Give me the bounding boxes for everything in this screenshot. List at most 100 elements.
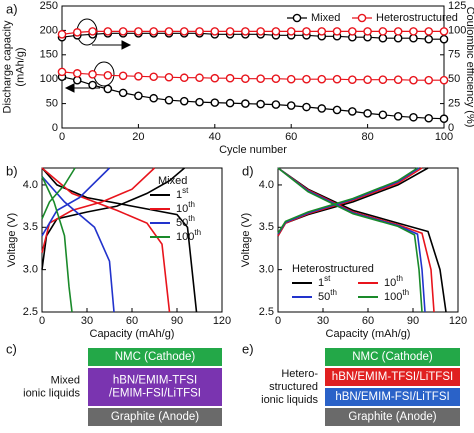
data-point bbox=[57, 67, 67, 77]
x-tick-label: 80 bbox=[361, 131, 373, 143]
x-tick-label: 60 bbox=[362, 315, 374, 327]
y-tick-label: 200 bbox=[40, 24, 58, 36]
data-point bbox=[179, 73, 189, 83]
data-point bbox=[302, 102, 311, 112]
data-point bbox=[271, 74, 281, 84]
data-point bbox=[210, 98, 220, 107]
y-tick-label: 150 bbox=[40, 49, 58, 61]
side-label: Hetero- bbox=[281, 368, 318, 380]
x-tick-label: 60 bbox=[285, 131, 297, 143]
data-point bbox=[72, 75, 82, 85]
side-label: ionic liquids bbox=[23, 387, 80, 399]
y2-tick-label: 125 bbox=[448, 0, 466, 12]
data-point bbox=[409, 27, 418, 36]
series-line bbox=[61, 76, 445, 120]
y2-tick-label: 50 bbox=[448, 73, 460, 85]
layer-label: /EMIM-FSI/LiTFSI bbox=[109, 388, 201, 400]
legend-label: 10th bbox=[176, 200, 195, 215]
side-label: Mixed bbox=[51, 374, 80, 386]
data-point bbox=[378, 27, 388, 36]
y-axis-label: Voltage (V) bbox=[6, 213, 18, 267]
x-tick-label: 60 bbox=[126, 315, 138, 327]
legend-label: 50th bbox=[176, 214, 195, 229]
series-line bbox=[41, 167, 115, 313]
x-tick-label: 90 bbox=[407, 315, 419, 327]
side-label: ionic liquids bbox=[261, 394, 318, 406]
data-point bbox=[409, 112, 418, 122]
data-point bbox=[439, 27, 449, 36]
data-point bbox=[271, 27, 281, 36]
data-point bbox=[225, 27, 235, 36]
data-point bbox=[256, 27, 265, 36]
layer-label: Graphite (Anode) bbox=[348, 411, 436, 423]
series-line bbox=[277, 167, 435, 313]
data-point bbox=[149, 27, 158, 36]
data-point bbox=[210, 73, 220, 83]
layer bbox=[325, 408, 460, 426]
y2-tick-label: 75 bbox=[448, 49, 460, 61]
arrow-head bbox=[121, 40, 132, 50]
x-tick-label: 30 bbox=[317, 315, 329, 327]
data-point bbox=[72, 69, 82, 78]
series-line bbox=[41, 167, 171, 313]
data-point bbox=[363, 27, 372, 36]
data-point bbox=[225, 98, 235, 108]
layer-label: hBN/EMIM-TFSI/LiTFSI bbox=[332, 371, 453, 383]
data-point bbox=[286, 27, 296, 36]
layer bbox=[88, 368, 222, 406]
data-point bbox=[57, 30, 67, 39]
data-point bbox=[393, 27, 403, 36]
legend-label: 100th bbox=[176, 228, 201, 243]
data-point bbox=[424, 27, 434, 36]
x-tick-label: 100 bbox=[435, 131, 453, 143]
legend-label: Heterostructured bbox=[376, 12, 458, 24]
data-point bbox=[118, 27, 128, 36]
data-point bbox=[393, 75, 403, 84]
layer bbox=[325, 348, 460, 366]
y-tick-label: 100 bbox=[40, 73, 58, 85]
data-point bbox=[332, 27, 342, 36]
data-point bbox=[317, 74, 327, 84]
y-tick-label: 2.5 bbox=[259, 306, 274, 318]
data-point bbox=[134, 71, 143, 81]
data-point bbox=[378, 110, 388, 120]
layer bbox=[88, 408, 222, 426]
data-point bbox=[164, 72, 174, 82]
data-point bbox=[286, 74, 296, 84]
y-axis-label: Discharge capacity bbox=[1, 20, 13, 113]
data-point bbox=[363, 75, 372, 84]
data-point bbox=[118, 88, 128, 98]
y-tick-label: 3.0 bbox=[23, 264, 38, 276]
data-point bbox=[149, 72, 158, 82]
data-point bbox=[134, 27, 143, 36]
data-point bbox=[195, 97, 204, 107]
series-line bbox=[41, 167, 76, 313]
legend-label: 1st bbox=[318, 274, 331, 289]
y2-tick-label: 100 bbox=[448, 24, 466, 36]
y-tick-label: 4.0 bbox=[23, 179, 38, 191]
data-point bbox=[195, 27, 204, 36]
data-point bbox=[302, 74, 311, 84]
data-point bbox=[332, 105, 342, 115]
plot-frame bbox=[61, 5, 445, 129]
data-point bbox=[286, 101, 296, 110]
data-point bbox=[179, 96, 189, 106]
data-point bbox=[332, 74, 342, 84]
data-point bbox=[88, 70, 97, 79]
data-point bbox=[424, 75, 434, 85]
data-point bbox=[409, 75, 418, 85]
data-point bbox=[439, 75, 449, 85]
data-point bbox=[88, 27, 97, 36]
y-axis-label: Voltage (V) bbox=[240, 213, 252, 267]
data-point bbox=[424, 34, 434, 44]
data-point bbox=[103, 27, 113, 36]
data-point bbox=[317, 27, 327, 36]
x-tick-label: 20 bbox=[132, 131, 144, 143]
data-point bbox=[378, 75, 388, 84]
data-point bbox=[378, 33, 388, 43]
legend-label: 1st bbox=[176, 186, 189, 201]
layer-label: Graphite (Anode) bbox=[111, 411, 199, 423]
data-point bbox=[439, 34, 449, 44]
data-point bbox=[118, 71, 128, 81]
